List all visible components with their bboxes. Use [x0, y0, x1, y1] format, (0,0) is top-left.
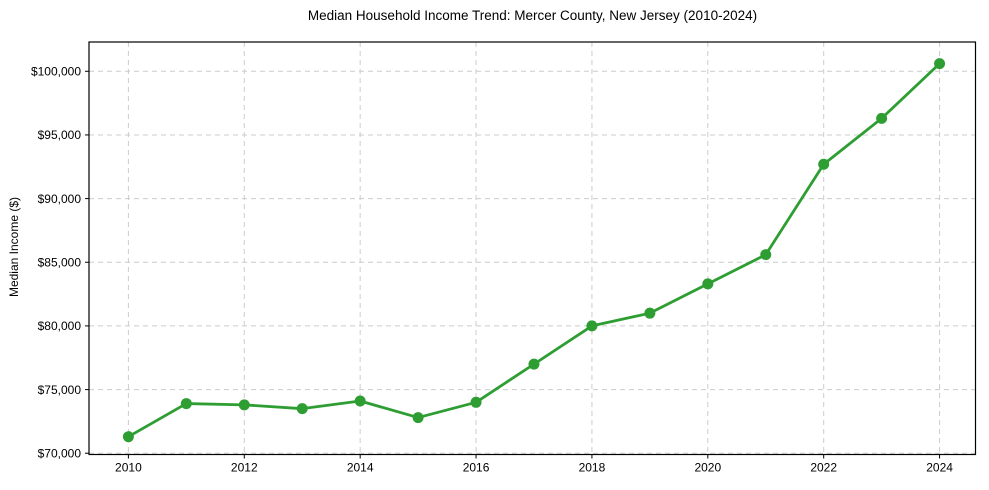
data-point-2010 — [122, 431, 134, 443]
x-tick-label: 2022 — [810, 461, 837, 475]
trend-line — [126, 62, 941, 439]
data-point-2024 — [934, 58, 946, 70]
data-point-2015 — [412, 412, 424, 424]
x-tick-label: 2010 — [115, 461, 142, 475]
x-tick-label: 2018 — [579, 461, 606, 475]
y-tick-label: $90,000 — [38, 192, 82, 206]
x-tick-label: 2012 — [231, 461, 258, 475]
data-point-2019 — [644, 307, 656, 319]
y-tick-label: $75,000 — [38, 383, 82, 397]
data-point-2020 — [702, 278, 714, 290]
x-tick-label: 2020 — [694, 461, 721, 475]
x-tick-label: 2016 — [463, 461, 490, 475]
y-tick-label: $85,000 — [38, 255, 82, 269]
data-point-2018 — [586, 320, 598, 332]
y-tick-label: $70,000 — [38, 446, 82, 460]
data-point-2011 — [180, 398, 192, 410]
y-tick-label: $80,000 — [38, 319, 82, 333]
plot-border — [88, 41, 977, 456]
x-tick-label: 2024 — [926, 461, 953, 475]
data-point-2017 — [528, 358, 540, 370]
data-point-2022 — [818, 158, 830, 170]
data-point-2012 — [238, 399, 250, 411]
y-tick-label: $100,000 — [31, 64, 81, 78]
x-tick-label: 2014 — [347, 461, 374, 475]
y-tick-label: $95,000 — [38, 128, 82, 142]
data-point-2023 — [876, 112, 888, 124]
data-point-2021 — [760, 249, 772, 261]
data-point-2016 — [470, 396, 482, 408]
chart-title: Median Household Income Trend: Mercer Co… — [307, 8, 758, 23]
data-point-2014 — [354, 395, 366, 407]
data-point-2013 — [296, 403, 308, 415]
